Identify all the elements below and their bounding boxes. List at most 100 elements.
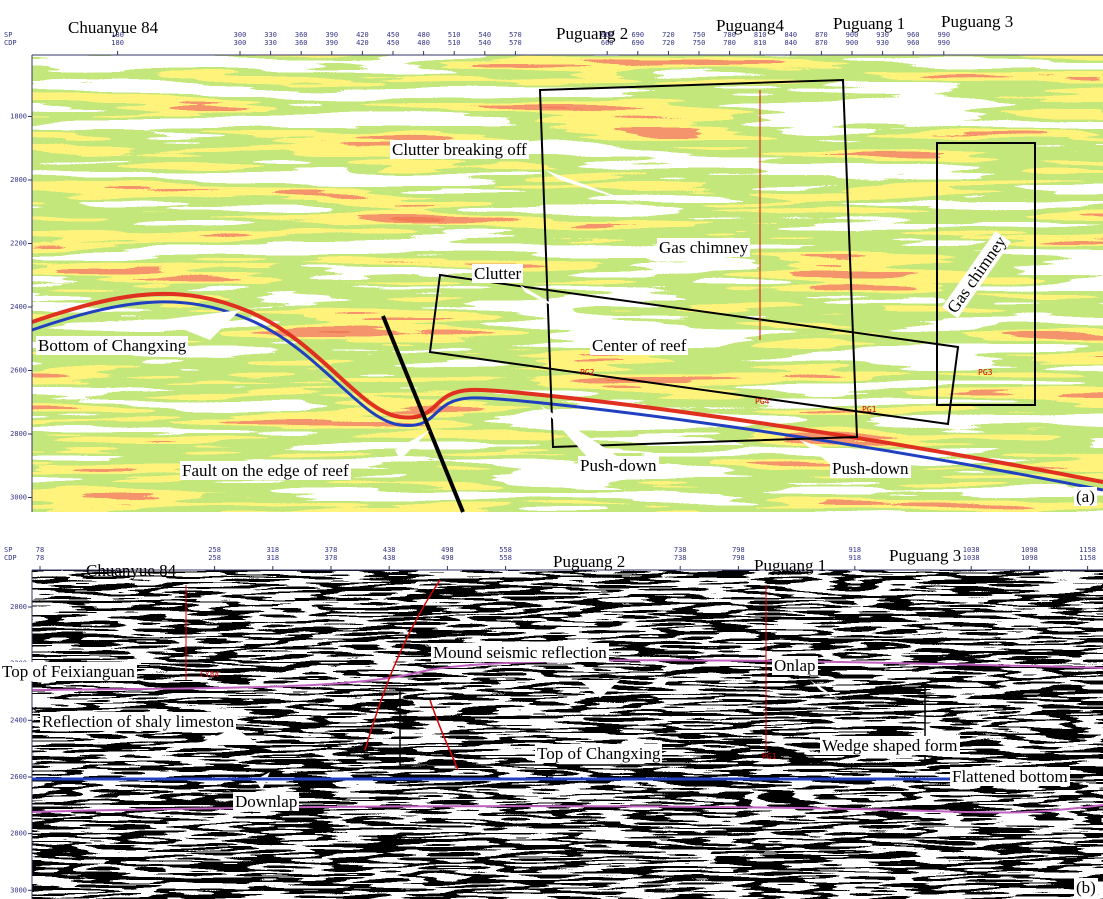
top-tick-label: 870 — [815, 39, 828, 47]
top-tick-label: 1038 — [963, 554, 980, 562]
top-tick-label: 318 — [266, 546, 279, 554]
top-tick-label: 870 — [815, 31, 828, 39]
top-tick-label: 420 — [356, 39, 369, 47]
top-tick-label: 420 — [356, 31, 369, 39]
top-tick-label: 798 — [732, 554, 745, 562]
top-tick-label: 690 — [631, 31, 644, 39]
seismic-sections: SPCDP18018030030033033036036039039042042… — [0, 0, 1103, 899]
well-code: PG1 — [762, 752, 776, 761]
time-tick-label: 2600 — [10, 367, 27, 375]
annotation: Center of reef — [590, 336, 688, 355]
top-tick-label: 960 — [907, 31, 920, 39]
well-name: Puguang 3 — [889, 546, 961, 566]
top-tick-label: 378 — [325, 554, 338, 562]
top-tick-label: 738 — [674, 554, 687, 562]
time-tick-label: 3000 — [10, 494, 27, 502]
top-tick-label: 918 — [848, 554, 861, 562]
top-tick-label: 1158 — [1079, 554, 1096, 562]
top-tick-label: 390 — [325, 39, 338, 47]
panel-label: (b) — [1074, 878, 1098, 897]
top-tick-label: 498 — [441, 546, 454, 554]
seismic-a — [32, 55, 1103, 512]
top-tick-label: 258 — [208, 546, 221, 554]
top-tick-label: 1038 — [963, 546, 980, 554]
top-tick-label: 480 — [417, 39, 430, 47]
well-code: PG4 — [755, 397, 769, 406]
top-tick-label: 750 — [693, 39, 706, 47]
top-tick-label: 780 — [723, 39, 736, 47]
top-tick-label: 720 — [662, 39, 675, 47]
time-tick-label: 2600 — [10, 773, 27, 781]
top-tick-label: 1158 — [1079, 546, 1096, 554]
well-code: PG2 — [580, 368, 594, 377]
annotation: Push-down — [830, 459, 911, 478]
top-tick-label: 798 — [732, 546, 745, 554]
top-tick-label: 450 — [387, 31, 400, 39]
well-name: Puguang 2 — [556, 24, 628, 44]
well-name: Puguang 2 — [553, 552, 625, 572]
time-tick-label: 2800 — [10, 430, 27, 438]
top-tick-label: 570 — [509, 31, 522, 39]
top-tick-label: 480 — [417, 31, 430, 39]
axis-header: SP — [4, 31, 12, 39]
top-tick-label: 180 — [111, 39, 124, 47]
axis-header: CDP — [4, 39, 17, 47]
annotation: Onlap — [772, 656, 818, 675]
figure: SPCDP18018030030033033036036039039042042… — [0, 0, 1103, 899]
annotation: Gas chimney — [657, 238, 750, 257]
annotation: Clutter — [472, 264, 523, 283]
top-tick-label: 540 — [478, 31, 491, 39]
top-tick-label: 840 — [784, 39, 797, 47]
top-tick-label: 750 — [693, 31, 706, 39]
top-tick-label: 78 — [36, 546, 44, 554]
time-tick-label: 2400 — [10, 716, 27, 724]
top-tick-label: 258 — [208, 554, 221, 562]
top-tick-label: 960 — [907, 39, 920, 47]
annotation: Clutter breaking off — [390, 140, 529, 159]
well-code: PG3 — [978, 368, 992, 377]
annotation: Fault on the edge of reef — [180, 461, 351, 480]
well-name: Chuanyue 84 — [86, 561, 176, 581]
top-tick-label: 810 — [754, 39, 767, 47]
axis-header: CDP — [4, 554, 17, 562]
annotation: Mound seismic reflection — [431, 643, 609, 662]
annotation: Flattened bottom — [950, 767, 1070, 786]
time-tick-label: 2000 — [10, 603, 27, 611]
top-tick-label: 720 — [662, 31, 675, 39]
top-tick-label: 690 — [631, 39, 644, 47]
top-tick-label: 318 — [266, 554, 279, 562]
top-tick-label: 1098 — [1021, 554, 1038, 562]
annotation: Top of Feixianguan — [0, 662, 137, 681]
top-tick-label: 390 — [325, 31, 338, 39]
top-tick-label: 558 — [499, 546, 512, 554]
axis-header: SP — [4, 546, 12, 554]
top-tick-label: 300 — [234, 31, 247, 39]
top-tick-label: 918 — [848, 546, 861, 554]
top-tick-label: 330 — [264, 39, 277, 47]
top-tick-label: 300 — [234, 39, 247, 47]
annotation: Top of Changxing — [535, 744, 662, 763]
top-tick-label: 990 — [937, 31, 950, 39]
top-tick-label: 738 — [674, 546, 687, 554]
well-name: Puguang 3 — [941, 12, 1013, 32]
top-tick-label: 900 — [846, 39, 859, 47]
well-code: PG1 — [862, 405, 876, 414]
top-tick-label: 840 — [784, 31, 797, 39]
top-tick-label: 930 — [876, 39, 889, 47]
seismic-b — [32, 570, 1103, 899]
top-tick-label: 558 — [499, 554, 512, 562]
top-tick-label: 78 — [36, 554, 44, 562]
top-tick-label: 510 — [448, 31, 461, 39]
annotation: Reflection of shaly limeston — [40, 712, 236, 731]
top-tick-label: 990 — [937, 39, 950, 47]
well-name: Puguang4 — [716, 16, 784, 36]
annotation: Push-down — [578, 456, 659, 475]
panel-label: (a) — [1074, 487, 1097, 506]
well-code: CY84 — [200, 670, 219, 679]
well-name: Puguang 1 — [754, 556, 826, 576]
top-tick-label: 360 — [295, 31, 308, 39]
top-tick-label: 438 — [383, 546, 396, 554]
top-tick-label: 360 — [295, 39, 308, 47]
time-tick-label: 2400 — [10, 303, 27, 311]
top-tick-label: 378 — [325, 546, 338, 554]
